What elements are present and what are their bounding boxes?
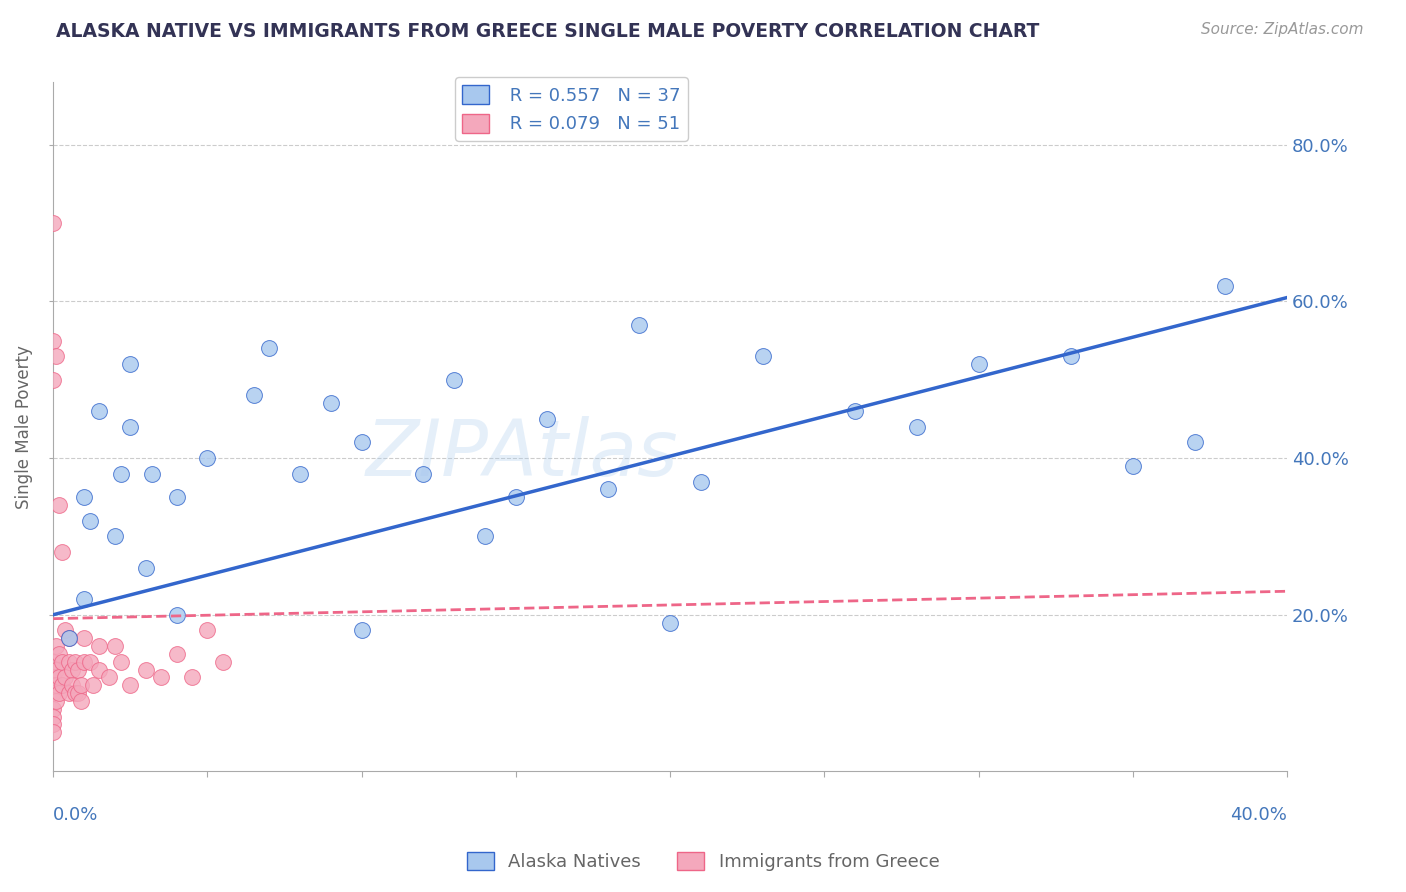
Point (1060, 349, 1083, 363)
Point (70, 694, 93, 708)
Point (536, 412, 558, 426)
Point (55, 670, 77, 684)
Point (659, 615, 682, 630)
Point (58, 686, 80, 700)
Point (319, 396, 342, 410)
Point (110, 467, 132, 481)
Point (89, 404, 111, 418)
Text: Source: ZipAtlas.com: Source: ZipAtlas.com (1201, 22, 1364, 37)
Point (42, 709, 65, 723)
Point (42, 655, 65, 669)
Point (45, 678, 67, 692)
Point (288, 467, 311, 481)
Point (350, 435, 373, 450)
Point (150, 670, 173, 684)
Point (104, 529, 127, 543)
Point (120, 678, 142, 692)
Point (51, 545, 73, 559)
Point (48, 670, 70, 684)
Point (628, 318, 651, 332)
Point (42, 686, 65, 700)
Y-axis label: Single Male Poverty: Single Male Poverty (15, 345, 32, 508)
Point (120, 419, 142, 434)
Point (51, 655, 73, 669)
Point (89, 639, 111, 653)
Point (211, 655, 233, 669)
Point (42, 334, 65, 348)
Point (55, 624, 77, 638)
Point (690, 475, 713, 489)
Point (48, 686, 70, 700)
Point (195, 624, 218, 638)
Point (257, 342, 280, 356)
Text: ALASKA NATIVE VS IMMIGRANTS FROM GREECE SINGLE MALE POVERTY CORRELATION CHART: ALASKA NATIVE VS IMMIGRANTS FROM GREECE … (56, 22, 1039, 41)
Point (66, 663, 89, 677)
Text: 40.0%: 40.0% (1230, 805, 1286, 823)
Point (79, 655, 101, 669)
Point (42, 725, 65, 739)
Point (45, 663, 67, 677)
Point (166, 490, 188, 504)
Point (97, 670, 120, 684)
Point (1122, 458, 1144, 473)
Point (135, 663, 157, 677)
Point (474, 529, 496, 543)
Point (58, 632, 80, 646)
Point (63, 686, 86, 700)
Point (45, 639, 67, 653)
Text: ZIPAtlas: ZIPAtlas (366, 417, 678, 492)
Point (63, 655, 86, 669)
Point (73, 592, 96, 607)
Point (45, 694, 67, 708)
Point (967, 357, 990, 371)
Point (58, 655, 80, 669)
Point (79, 514, 101, 528)
Point (42, 702, 65, 716)
Point (73, 655, 96, 669)
Point (42, 670, 65, 684)
Point (48, 647, 70, 661)
Text: 0.0%: 0.0% (53, 805, 98, 823)
Point (1184, 435, 1206, 450)
Point (166, 647, 188, 661)
Point (89, 663, 111, 677)
Point (120, 357, 142, 371)
Point (141, 467, 163, 481)
Point (42, 216, 65, 230)
Point (135, 561, 157, 575)
Point (104, 639, 127, 653)
Point (505, 490, 527, 504)
Point (60, 678, 83, 692)
Point (905, 419, 928, 434)
Point (242, 388, 264, 402)
Point (66, 686, 89, 700)
Point (598, 483, 620, 497)
Point (82, 678, 104, 692)
Point (42, 717, 65, 731)
Point (751, 349, 773, 363)
Point (73, 490, 96, 504)
Legend: Alaska Natives, Immigrants from Greece: Alaska Natives, Immigrants from Greece (460, 845, 946, 879)
Point (350, 624, 373, 638)
Point (195, 451, 218, 466)
Point (45, 349, 67, 363)
Point (181, 670, 204, 684)
Point (58, 632, 80, 646)
Point (844, 404, 866, 418)
Point (70, 678, 93, 692)
Point (110, 655, 132, 669)
Legend:  R = 0.557   N = 37,  R = 0.079   N = 51: R = 0.557 N = 37, R = 0.079 N = 51 (456, 78, 688, 141)
Point (73, 632, 96, 646)
Point (166, 607, 188, 622)
Point (412, 467, 434, 481)
Point (1215, 278, 1237, 293)
Point (48, 498, 70, 512)
Point (443, 373, 465, 387)
Point (42, 373, 65, 387)
Point (51, 678, 73, 692)
Point (60, 663, 83, 677)
